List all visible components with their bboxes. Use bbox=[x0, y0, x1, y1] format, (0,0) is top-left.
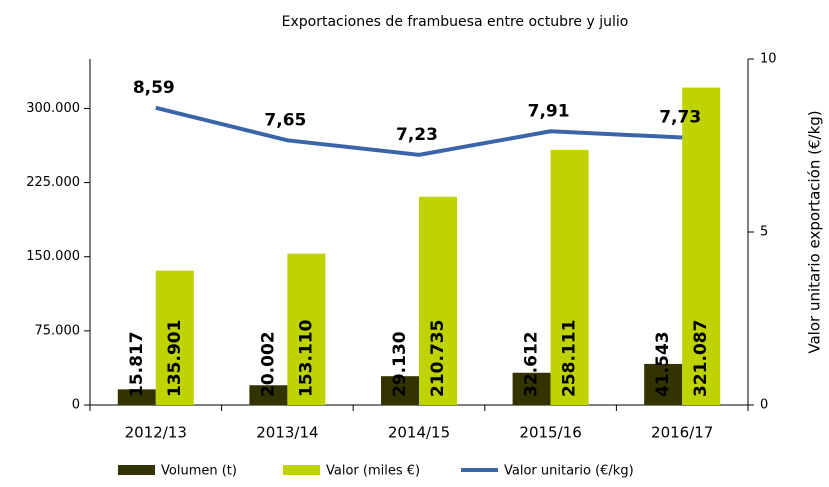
bar bbox=[682, 87, 721, 405]
bar-value-label: 32.612 bbox=[522, 331, 542, 397]
x-tick-label: 2014/15 bbox=[388, 424, 450, 442]
bar bbox=[550, 149, 589, 405]
chart-title: Exportaciones de frambuesa entre octubre… bbox=[282, 14, 629, 30]
x-tick-label: 2012/13 bbox=[125, 424, 187, 442]
bar-value-label: 20.002 bbox=[258, 331, 278, 397]
bar-value-label: 135.901 bbox=[165, 320, 185, 397]
bar bbox=[512, 372, 551, 405]
legend-label: Valor (miles €) bbox=[326, 464, 420, 479]
y2-tick-label: 0 bbox=[760, 398, 768, 413]
bar-value-label: 15.817 bbox=[127, 331, 147, 397]
line-value-label: 8,59 bbox=[133, 78, 175, 98]
bar-value-label: 41.543 bbox=[653, 331, 673, 397]
bar bbox=[419, 196, 457, 405]
legend-label: Volumen (t) bbox=[161, 464, 237, 479]
x-tick-label: 2015/16 bbox=[519, 424, 581, 442]
y-tick-label: 150.000 bbox=[26, 249, 80, 264]
y-tick-label: 75.000 bbox=[35, 323, 81, 338]
bar-value-label: 210.735 bbox=[428, 320, 448, 397]
bar bbox=[117, 389, 156, 405]
y-tick-label: 225.000 bbox=[26, 175, 80, 190]
bar-value-label: 321.087 bbox=[691, 320, 711, 397]
bar-value-label: 29.130 bbox=[390, 331, 410, 397]
y2-tick-label: 5 bbox=[760, 225, 768, 240]
bar bbox=[287, 253, 326, 405]
line-value-label: 7,91 bbox=[528, 101, 570, 121]
legend-swatch bbox=[118, 465, 155, 475]
x-tick-label: 2013/14 bbox=[256, 424, 318, 442]
legend-label: Valor unitario (€/kg) bbox=[504, 464, 634, 479]
y2-axis-label: Valor unitario exportación (€/kg) bbox=[806, 110, 824, 353]
bar bbox=[381, 376, 419, 405]
line-value-label: 7,23 bbox=[396, 125, 438, 145]
line bbox=[155, 105, 683, 157]
bar bbox=[249, 385, 288, 405]
x-tick-label: 2016/17 bbox=[651, 424, 713, 442]
y-tick-label: 300.000 bbox=[26, 101, 80, 116]
y2-tick-label: 10 bbox=[760, 52, 777, 67]
line-value-label: 7,73 bbox=[659, 108, 701, 128]
y-tick-label: 0 bbox=[72, 398, 80, 413]
legend-swatch bbox=[283, 465, 320, 475]
bar-value-label: 258.111 bbox=[560, 320, 580, 397]
bar bbox=[155, 270, 194, 405]
bar-value-label: 153.110 bbox=[296, 319, 316, 397]
bar bbox=[644, 363, 683, 405]
line-value-label: 7,65 bbox=[264, 110, 306, 130]
